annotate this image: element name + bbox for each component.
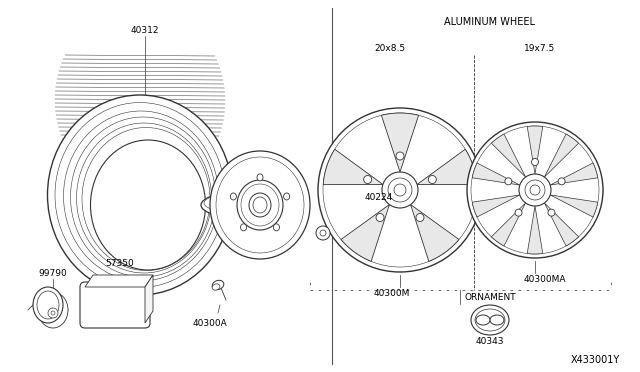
Circle shape [530,185,540,195]
Text: ORNAMENT: ORNAMENT [464,294,516,302]
Text: 40224: 40224 [365,192,393,202]
Circle shape [320,230,326,236]
Ellipse shape [212,284,220,290]
Polygon shape [527,206,543,254]
Circle shape [416,214,424,221]
Text: ALUMINUM WHEEL: ALUMINUM WHEEL [445,17,536,27]
Circle shape [364,176,372,183]
Circle shape [519,174,551,206]
Ellipse shape [284,193,290,200]
Ellipse shape [216,157,304,253]
Polygon shape [145,275,153,323]
Text: 19x7.5: 19x7.5 [524,44,556,52]
Circle shape [396,152,404,160]
Ellipse shape [210,151,310,259]
Circle shape [376,214,384,221]
Ellipse shape [47,95,232,295]
Circle shape [428,176,436,183]
Polygon shape [550,195,598,217]
Ellipse shape [241,184,279,226]
Polygon shape [492,203,525,246]
Ellipse shape [471,305,509,335]
Polygon shape [85,275,153,287]
Circle shape [316,226,330,240]
Text: 40343: 40343 [476,337,504,346]
Ellipse shape [237,180,283,230]
Circle shape [382,172,418,208]
Circle shape [318,108,482,272]
Ellipse shape [201,199,309,227]
Ellipse shape [475,309,505,331]
Polygon shape [550,163,598,185]
Circle shape [531,158,538,166]
Circle shape [548,209,555,216]
Polygon shape [323,149,383,185]
Text: 20x8.5: 20x8.5 [374,44,406,52]
FancyBboxPatch shape [80,282,150,328]
Circle shape [525,180,545,200]
Text: 57350: 57350 [105,259,134,267]
Circle shape [558,178,565,185]
Polygon shape [341,205,389,262]
Circle shape [51,311,55,315]
Text: 40312: 40312 [131,26,159,35]
Ellipse shape [490,315,504,325]
Text: X433001Y: X433001Y [571,355,620,365]
Ellipse shape [33,287,63,323]
Text: 40300MA: 40300MA [524,276,566,285]
Text: 40300A: 40300A [193,318,227,327]
Ellipse shape [230,193,236,200]
Polygon shape [472,195,520,217]
Polygon shape [472,163,520,185]
Ellipse shape [273,224,280,231]
Ellipse shape [241,224,246,231]
Circle shape [388,178,412,202]
Polygon shape [545,134,579,177]
Text: 40300M: 40300M [374,289,410,298]
Circle shape [515,209,522,216]
Ellipse shape [476,315,490,325]
Polygon shape [381,113,419,172]
Ellipse shape [38,292,68,328]
Ellipse shape [257,174,263,181]
Polygon shape [411,205,459,262]
Ellipse shape [90,140,205,270]
Circle shape [48,308,58,318]
Circle shape [505,178,512,185]
Ellipse shape [212,280,224,290]
Ellipse shape [37,291,59,319]
Polygon shape [417,149,477,185]
Ellipse shape [204,191,306,215]
Polygon shape [545,203,579,246]
Polygon shape [527,126,543,174]
Ellipse shape [249,193,271,217]
Ellipse shape [253,197,267,213]
Text: 99790: 99790 [38,269,67,278]
Polygon shape [492,134,525,177]
Ellipse shape [201,190,309,220]
Circle shape [394,184,406,196]
Circle shape [467,122,603,258]
